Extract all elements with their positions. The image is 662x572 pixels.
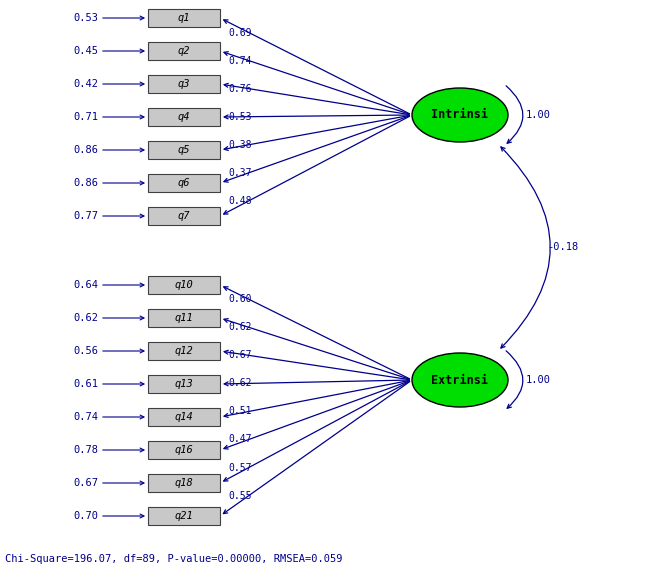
Text: 0.74: 0.74 (228, 55, 252, 66)
FancyArrowPatch shape (506, 86, 523, 143)
Text: q2: q2 (178, 46, 190, 56)
Text: 0.53: 0.53 (73, 13, 98, 23)
FancyBboxPatch shape (148, 276, 220, 294)
FancyBboxPatch shape (148, 441, 220, 459)
Text: 0.57: 0.57 (228, 463, 252, 472)
Text: 0.77: 0.77 (73, 211, 98, 221)
FancyBboxPatch shape (148, 42, 220, 60)
Text: q10: q10 (175, 280, 193, 290)
Text: q12: q12 (175, 346, 193, 356)
Text: Extrinsi: Extrinsi (432, 374, 489, 387)
Text: q16: q16 (175, 445, 193, 455)
FancyBboxPatch shape (148, 309, 220, 327)
Text: 0.56: 0.56 (73, 346, 98, 356)
Text: Intrinsi: Intrinsi (432, 109, 489, 121)
FancyBboxPatch shape (148, 408, 220, 426)
Text: 0.71: 0.71 (73, 112, 98, 122)
Text: 0.53: 0.53 (228, 112, 252, 122)
Text: Chi-Square=196.07, df=89, P-value=0.00000, RMSEA=0.059: Chi-Square=196.07, df=89, P-value=0.0000… (5, 554, 342, 564)
FancyBboxPatch shape (148, 108, 220, 126)
FancyBboxPatch shape (148, 342, 220, 360)
FancyArrowPatch shape (506, 351, 523, 408)
Text: 0.51: 0.51 (228, 407, 252, 416)
Text: 0.61: 0.61 (73, 379, 98, 389)
Ellipse shape (412, 88, 508, 142)
Text: 0.62: 0.62 (73, 313, 98, 323)
Text: 0.86: 0.86 (73, 145, 98, 155)
Text: 0.74: 0.74 (73, 412, 98, 422)
FancyBboxPatch shape (148, 9, 220, 27)
Text: 0.76: 0.76 (228, 84, 252, 94)
Text: 0.37: 0.37 (228, 168, 252, 178)
Text: 0.38: 0.38 (228, 140, 252, 150)
Text: q3: q3 (178, 79, 190, 89)
Ellipse shape (412, 353, 508, 407)
Text: 0.62: 0.62 (228, 379, 252, 388)
Text: q14: q14 (175, 412, 193, 422)
FancyBboxPatch shape (148, 207, 220, 225)
Text: 0.67: 0.67 (228, 350, 252, 360)
Text: 0.45: 0.45 (73, 46, 98, 56)
Text: q21: q21 (175, 511, 193, 521)
Text: 0.69: 0.69 (228, 27, 252, 38)
Text: q5: q5 (178, 145, 190, 155)
FancyBboxPatch shape (148, 141, 220, 159)
Text: 0.48: 0.48 (228, 196, 252, 206)
Text: 0.55: 0.55 (228, 491, 252, 500)
Text: 0.42: 0.42 (73, 79, 98, 89)
Text: q11: q11 (175, 313, 193, 323)
Text: 1.00: 1.00 (526, 110, 551, 120)
Text: 0.47: 0.47 (228, 435, 252, 444)
Text: 0.67: 0.67 (73, 478, 98, 488)
Text: 1.00: 1.00 (526, 375, 551, 385)
FancyBboxPatch shape (148, 174, 220, 192)
Text: 0.86: 0.86 (73, 178, 98, 188)
Text: q7: q7 (178, 211, 190, 221)
FancyBboxPatch shape (148, 474, 220, 492)
Text: 0.62: 0.62 (228, 322, 252, 332)
Text: q4: q4 (178, 112, 190, 122)
Text: q1: q1 (178, 13, 190, 23)
FancyBboxPatch shape (148, 75, 220, 93)
Text: q6: q6 (178, 178, 190, 188)
FancyArrowPatch shape (501, 147, 550, 348)
FancyBboxPatch shape (148, 375, 220, 393)
Text: 0.70: 0.70 (73, 511, 98, 521)
Text: -0.18: -0.18 (547, 243, 579, 252)
Text: 0.64: 0.64 (73, 280, 98, 290)
Text: 0.60: 0.60 (228, 294, 252, 304)
Text: q13: q13 (175, 379, 193, 389)
FancyBboxPatch shape (148, 507, 220, 525)
Text: 0.78: 0.78 (73, 445, 98, 455)
Text: q18: q18 (175, 478, 193, 488)
